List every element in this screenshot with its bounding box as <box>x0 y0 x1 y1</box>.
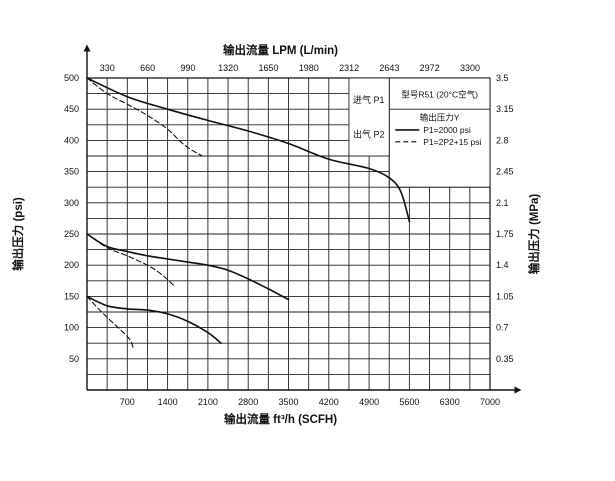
x-tick-label-bottom: 7000 <box>480 397 500 407</box>
x-tick-label-bottom: 4200 <box>319 397 339 407</box>
y-tick-label-left: 200 <box>64 260 79 270</box>
x-tick-label-top: 1320 <box>218 63 238 73</box>
y-tick-label-right: 0.7 <box>496 323 509 333</box>
legend-model: 型号R51 (20°C空气) <box>401 89 478 99</box>
x-tick-label-bottom: 700 <box>120 397 135 407</box>
y-tick-label-left: 150 <box>64 291 79 301</box>
y-tick-label-left: 300 <box>64 198 79 208</box>
x-tick-label-bottom: 4900 <box>359 397 379 407</box>
y-tick-label-right: 0.35 <box>496 354 514 364</box>
y-tick-label-left: 450 <box>64 104 79 114</box>
x-tick-label-bottom: 5600 <box>399 397 419 407</box>
tick-labels: 700 1400 2100 2800 3500 4200 4900 5600 6300 7000 3… <box>64 63 514 407</box>
x-tick-label-bottom: 3500 <box>278 397 298 407</box>
y-tick-label-left: 350 <box>64 167 79 177</box>
y-tick-label-left: 100 <box>64 323 79 333</box>
x-tick-label-bottom: 2100 <box>198 397 218 407</box>
legend-title: 输出压力Y <box>420 112 460 122</box>
axis-labels: 输出流量 ft³/h (SCFH) 输出流量 LPM (L/min) 输出压力 (p… <box>11 43 541 426</box>
series-lines <box>86 77 411 349</box>
series-line-solid-1 <box>86 77 411 223</box>
x-tick-label-bottom: 1400 <box>158 397 178 407</box>
y-tick-label-right: 2.1 <box>496 198 509 208</box>
series-line-dashed-6 <box>86 295 134 349</box>
series-line-solid-3 <box>86 233 290 301</box>
y-tick-label-right: 1.75 <box>496 229 514 239</box>
legend-label-dashed: P1=2P2+15 psi <box>423 137 481 147</box>
legend: 进气 P1 出气 P2 型号R51 (20°C空气) 输出压力Y P1=2000 psi… <box>348 77 491 188</box>
y-tick-label-right: 3.5 <box>496 73 509 83</box>
x-axis-label-top: 输出流量 LPM (L/min) <box>223 43 338 57</box>
y-tick-label-right: 1.4 <box>496 260 509 270</box>
y-tick-label-left: 50 <box>69 354 79 364</box>
x-tick-label-top: 1650 <box>258 63 278 73</box>
annotation-box <box>348 77 390 157</box>
y-tick-label-right: 1.05 <box>496 291 514 301</box>
y-tick-label-left: 250 <box>64 229 79 239</box>
y-axis-label-left: 输出压力 (psi) <box>11 197 25 271</box>
annotation-outlet: 出气 P2 <box>353 128 385 139</box>
x-tick-label-top: 1980 <box>299 63 319 73</box>
y-tick-label-right: 3.15 <box>496 104 514 114</box>
x-tick-label-top: 990 <box>180 63 195 73</box>
y-tick-label-right: 2.45 <box>496 167 514 177</box>
x-tick-label-top: 3300 <box>460 63 480 73</box>
series-line-dashed-4 <box>86 233 174 286</box>
series-line-dashed-2 <box>86 77 203 157</box>
x-tick-label-top: 660 <box>140 63 155 73</box>
series-line-solid-5 <box>86 295 222 344</box>
annotation-inlet: 进气 P1 <box>353 94 385 105</box>
x-tick-label-bottom: 2800 <box>238 397 258 407</box>
x-tick-label-top: 2312 <box>339 63 359 73</box>
x-tick-label-top: 330 <box>100 63 115 73</box>
x-tick-label-top: 2972 <box>420 63 440 73</box>
y-tick-label-left: 400 <box>64 135 79 145</box>
x-tick-label-bottom: 6300 <box>440 397 460 407</box>
legend-label-solid: P1=2000 psi <box>423 125 471 135</box>
x-axis-label-bottom: 输出流量 ft³/h (SCFH) <box>224 412 337 426</box>
y-tick-label-right: 2.8 <box>496 135 509 145</box>
y-tick-label-left: 500 <box>64 73 79 83</box>
legend-box <box>388 77 491 188</box>
x-tick-label-top: 2643 <box>379 63 399 73</box>
y-axis-label-right: 输出压力 (MPa) <box>527 194 541 275</box>
